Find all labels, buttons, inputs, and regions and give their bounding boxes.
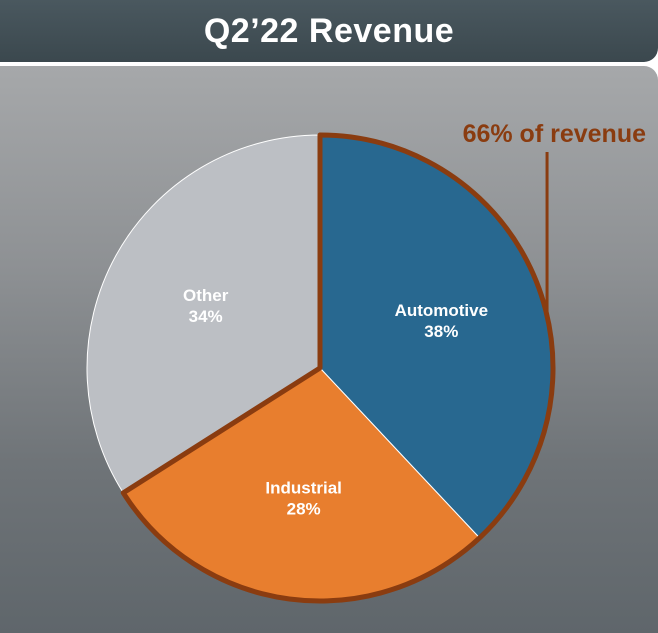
- slice-label-automotive: Automotive 38%: [395, 301, 489, 341]
- pie-chart: 66% of revenue Automotive 38% Industrial 28…: [86, 120, 647, 604]
- highlight-border: [120, 132, 556, 604]
- page-title: Q2’22 Revenue: [203, 11, 455, 50]
- slice-label-industrial: Industrial 28%: [265, 478, 342, 518]
- title-bar: Q2’22 Revenue: [0, 0, 658, 62]
- slice-label-other: Other 34%: [183, 286, 229, 326]
- chart-panel: 66% of revenue Automotive 38% Industrial 28…: [0, 66, 658, 633]
- slice-labels: Automotive 38% Industrial 28% Other 34%: [183, 286, 488, 518]
- callout-annotation: 66% of revenue: [463, 120, 647, 148]
